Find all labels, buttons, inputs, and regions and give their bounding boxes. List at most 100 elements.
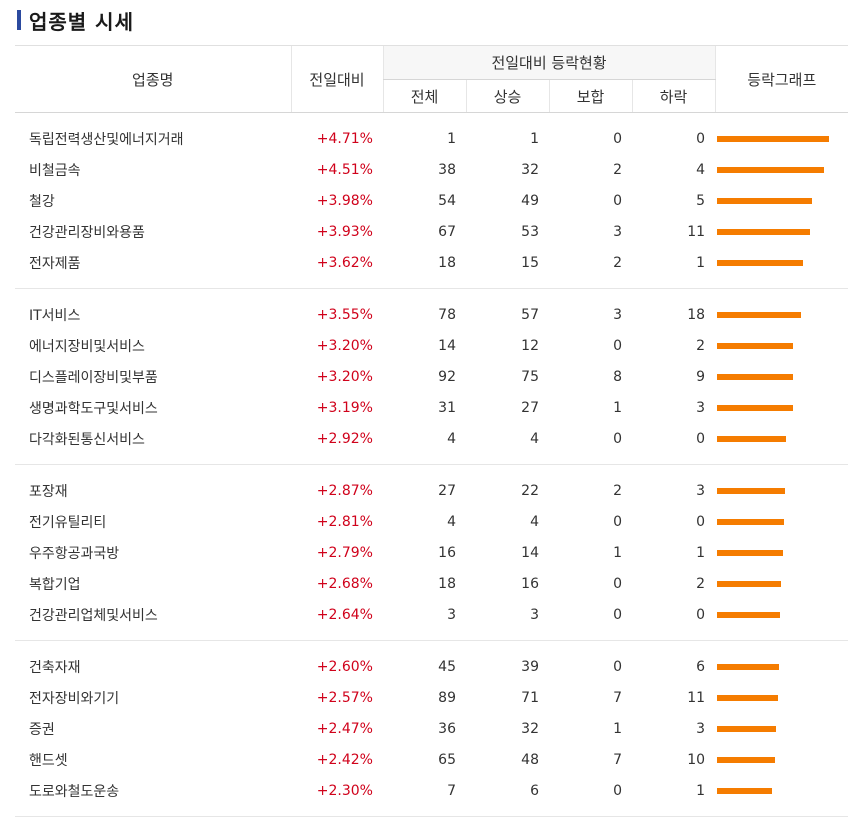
sector-name-link[interactable]: 전기유틸리티	[29, 514, 107, 531]
table-row: 전자장비와기기 +2.57% 89 71 7 11	[15, 682, 848, 713]
col-header-change-rate: 전일대비	[290, 45, 383, 113]
flat-count: 2	[613, 161, 622, 178]
change-bar	[717, 135, 830, 142]
total-count: 4	[447, 430, 456, 447]
down-count: 1	[696, 782, 706, 799]
down-count: 10	[687, 751, 706, 768]
sector-name-link[interactable]: IT서비스	[29, 307, 81, 324]
sector-name-link[interactable]: 비철금속	[29, 162, 81, 179]
change-graph-cell	[715, 423, 848, 454]
change-graph-cell	[715, 506, 848, 537]
table-row: 증권 +2.47% 36 32 1 3	[15, 713, 848, 744]
total-count: 38	[438, 161, 456, 178]
sector-name-link[interactable]: 우주항공과국방	[29, 545, 120, 562]
sector-name-link[interactable]: 전자장비와기기	[29, 690, 120, 707]
col-header-status-group: 전일대비 등락현황	[382, 45, 716, 80]
flat-count: 2	[613, 254, 622, 271]
change-rate: +2.30%	[316, 782, 373, 799]
down-count: 5	[696, 192, 706, 209]
sector-name-link[interactable]: 복합기업	[29, 576, 81, 593]
sector-name-link[interactable]: 디스플레이장비및부품	[29, 369, 158, 386]
flat-count: 3	[613, 306, 622, 323]
sector-name-link[interactable]: 독립전력생산및에너지거래	[29, 131, 184, 148]
sector-name-link[interactable]: 건강관리장비와용품	[29, 224, 145, 241]
sector-name-link[interactable]: 핸드셋	[29, 752, 68, 769]
sector-name-link[interactable]: 건축자재	[29, 659, 81, 676]
change-rate: +4.51%	[316, 161, 373, 178]
flat-count: 0	[613, 337, 622, 354]
down-count: 11	[687, 223, 706, 240]
total-count: 14	[438, 337, 456, 354]
change-bar	[717, 487, 786, 494]
down-count: 0	[696, 430, 706, 447]
total-count: 67	[438, 223, 456, 240]
down-count: 9	[696, 368, 706, 385]
down-count: 0	[696, 130, 706, 147]
flat-count: 8	[613, 368, 622, 385]
change-bar	[717, 166, 825, 173]
change-graph-cell	[715, 475, 848, 506]
table-row: 비철금속 +4.51% 38 32 2 4	[15, 154, 848, 185]
up-count: 49	[521, 192, 539, 209]
down-count: 0	[696, 606, 706, 623]
table-body: 독립전력생산및에너지거래 +4.71% 1 1 0 0 비철금속 +4.51% 38 32 2 4 철강…	[15, 113, 849, 817]
flat-count: 1	[613, 399, 622, 416]
total-count: 7	[447, 782, 456, 799]
col-header-flat: 보합	[548, 79, 632, 113]
sector-name-link[interactable]: 철강	[29, 193, 55, 210]
sector-name-link[interactable]: 건강관리업체및서비스	[29, 607, 158, 624]
change-rate: +3.20%	[316, 337, 373, 354]
total-count: 31	[438, 399, 456, 416]
flat-count: 0	[613, 130, 622, 147]
total-count: 65	[438, 751, 456, 768]
sector-name-link[interactable]: 생명과학도구및서비스	[29, 400, 158, 417]
change-graph-cell	[715, 682, 848, 713]
sector-name-link[interactable]: 다각화된통신서비스	[29, 431, 145, 448]
down-count: 3	[696, 482, 706, 499]
table-row: 건강관리업체및서비스 +2.64% 3 3 0 0	[15, 599, 848, 630]
up-count: 1	[530, 130, 539, 147]
total-count: 36	[438, 720, 456, 737]
down-count: 1	[696, 544, 706, 561]
sector-name-link[interactable]: 에너지장비및서비스	[29, 338, 145, 355]
sector-name-link[interactable]: 전자제품	[29, 255, 81, 272]
change-rate: +2.68%	[316, 575, 373, 592]
up-count: 71	[521, 689, 539, 706]
col-header-graph: 등락그래프	[714, 45, 849, 113]
table-row: 에너지장비및서비스 +3.20% 14 12 0 2	[15, 330, 848, 361]
change-rate: +2.57%	[316, 689, 373, 706]
sector-name-link[interactable]: 증권	[29, 721, 55, 738]
change-bar	[717, 197, 813, 204]
up-count: 32	[521, 720, 539, 737]
down-count: 3	[696, 720, 706, 737]
total-count: 54	[438, 192, 456, 209]
flat-count: 0	[613, 782, 622, 799]
flat-count: 0	[613, 192, 622, 209]
up-count: 6	[530, 782, 539, 799]
change-bar	[717, 549, 784, 556]
table-row: 전기유틸리티 +2.81% 4 4 0 0	[15, 506, 848, 537]
change-bar	[717, 259, 804, 266]
sector-name-link[interactable]: 도로와철도운송	[29, 783, 120, 800]
total-count: 27	[438, 482, 456, 499]
total-count: 78	[438, 306, 456, 323]
change-rate: +4.71%	[316, 130, 373, 147]
sector-name-link[interactable]: 포장재	[29, 483, 68, 500]
table-row: 건강관리장비와용품 +3.93% 67 53 3 11	[15, 216, 848, 247]
col-header-sector-name: 업종명	[15, 45, 291, 113]
total-count: 16	[438, 544, 456, 561]
change-bar	[717, 694, 779, 701]
change-bar	[717, 518, 785, 525]
total-count: 18	[438, 254, 456, 271]
table-row: 철강 +3.98% 54 49 0 5	[15, 185, 848, 216]
col-header-up: 상승	[465, 79, 549, 113]
change-bar	[717, 580, 782, 587]
flat-count: 0	[613, 513, 622, 530]
change-rate: +2.42%	[316, 751, 373, 768]
up-count: 39	[521, 658, 539, 675]
change-bar	[717, 228, 811, 235]
table-row: 도로와철도운송 +2.30% 7 6 0 1	[15, 775, 848, 806]
down-count: 6	[696, 658, 706, 675]
table-row: 건축자재 +2.60% 45 39 0 6	[15, 651, 848, 682]
table-row: 생명과학도구및서비스 +3.19% 31 27 1 3	[15, 392, 848, 423]
